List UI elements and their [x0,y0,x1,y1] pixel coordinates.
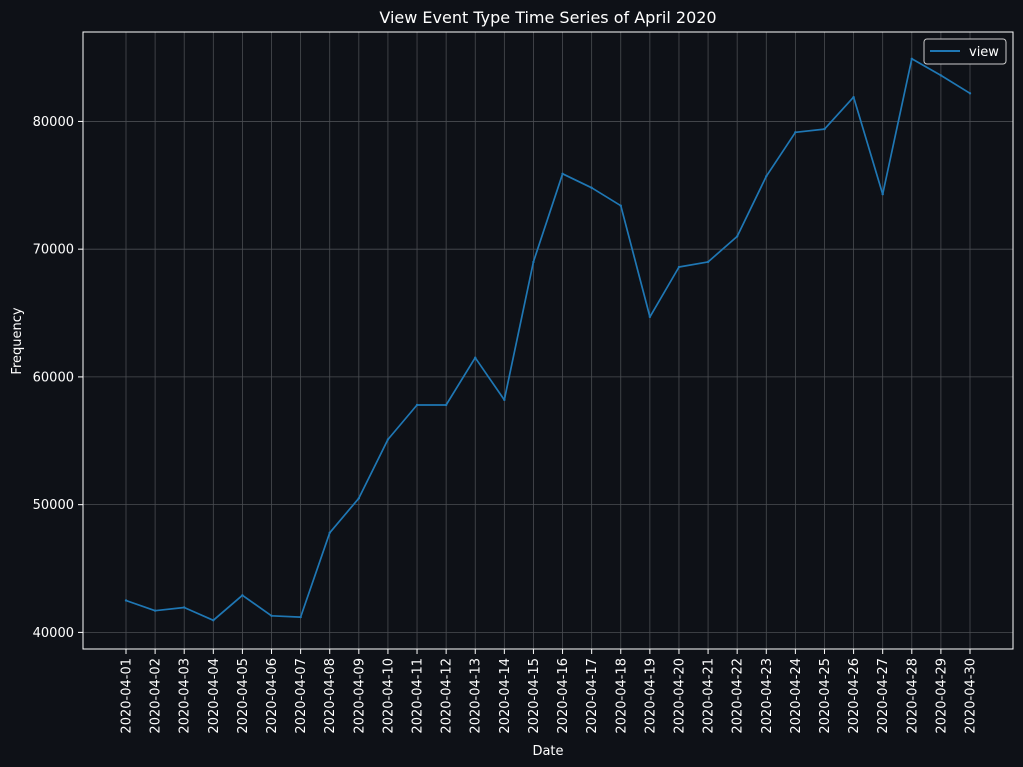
x-tick-label: 2020-04-12 [440,658,455,734]
data-point [968,92,972,95]
x-tick-label: 2020-04-27 [876,658,891,734]
data-point [328,531,331,534]
y-axis-label: Frequency [10,307,25,374]
x-tick-label: 2020-04-07 [294,658,309,734]
data-point [474,356,477,359]
plot-frame [82,31,1014,650]
x-tick-label: 2020-04-16 [556,658,571,734]
x-tick-label: 2020-04-02 [149,658,164,734]
data-point [153,609,157,612]
grid-lines [83,32,1013,649]
data-point [386,438,390,441]
data-point [706,260,710,264]
x-tick-label: 2020-04-24 [789,658,804,734]
y-tick-label: 80000 [33,115,74,130]
data-point [270,614,273,617]
data-point [299,615,302,619]
data-point [823,127,826,131]
data-point [735,235,739,238]
data-point [590,186,593,190]
x-tick-label: 2020-04-25 [818,658,833,734]
y-tick-label: 60000 [33,370,74,385]
y-tick-label: 50000 [33,498,74,513]
data-point [212,619,215,622]
data-point [241,594,244,597]
x-tick-label: 2020-04-20 [672,658,687,734]
y-axis: 40000 50000 60000 70000 80000 [33,115,83,641]
x-tick-label: 2020-04-14 [498,658,513,734]
y-tick-label: 40000 [33,626,74,641]
legend-box [923,38,1007,65]
x-tick-label: 2020-04-08 [323,658,338,734]
data-point [561,172,564,175]
data-point [794,131,797,134]
data-point [357,497,361,500]
data-point [503,398,506,402]
data-point [677,265,681,269]
x-axis: 2020-04-01 2020-04-02 2020-04-03 2020-04-04… [120,649,979,734]
series-layer [124,57,972,622]
x-tick-label: 2020-04-23 [760,658,775,734]
data-point [648,315,652,319]
data-point [619,204,622,207]
x-tick-label: 2020-04-05 [236,658,251,734]
data-point [939,74,943,77]
data-point [415,403,419,407]
x-axis-label: Date [532,744,563,759]
data-point [852,95,855,99]
x-tick-label: 2020-04-04 [207,658,222,734]
x-tick-label: 2020-04-28 [905,658,920,734]
data-point [910,57,913,61]
chart-title: View Event Type Time Series of April 202… [379,8,716,27]
data-point [765,175,768,178]
x-tick-label: 2020-04-18 [614,658,629,734]
x-tick-label: 2020-04-03 [178,658,193,734]
x-tick-label: 2020-04-26 [847,658,862,734]
data-point [532,260,535,264]
x-tick-label: 2020-04-22 [731,658,746,734]
x-tick-label: 2020-04-13 [469,658,484,734]
x-tick-label: 2020-04-10 [381,658,396,734]
x-tick-label: 2020-04-15 [527,658,542,734]
x-tick-label: 2020-04-19 [643,658,658,734]
x-tick-label: 2020-04-11 [411,658,426,734]
x-tick-label: 2020-04-01 [120,658,135,734]
data-point [124,599,128,602]
x-tick-label: 2020-04-21 [702,658,717,734]
x-tick-label: 2020-04-29 [934,658,949,734]
data-point [881,193,884,196]
data-point [183,606,186,609]
legend: view [923,38,1007,65]
series-line-view [125,57,971,622]
legend-label-view: view [969,45,999,60]
x-tick-label: 2020-04-17 [585,658,600,734]
x-tick-label: 2020-04-30 [964,658,979,734]
data-point [444,403,448,407]
x-tick-label: 2020-04-09 [352,658,367,734]
x-tick-label: 2020-04-06 [265,658,280,734]
y-tick-label: 70000 [33,243,74,258]
